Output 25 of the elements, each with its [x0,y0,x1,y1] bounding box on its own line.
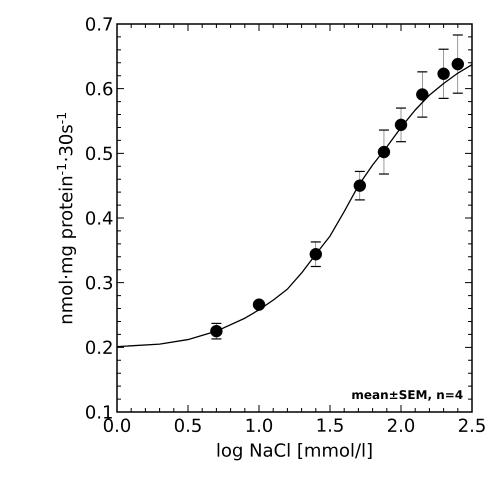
y-tick-label: 0.2 [86,340,112,354]
point [378,146,390,158]
y-tick-label: 0.3 [86,276,112,290]
point [210,324,223,338]
y-tick-label: 0.6 [86,82,112,96]
x-tick-label: 0.5 [174,418,201,432]
point [452,58,464,70]
point [394,118,408,132]
point [252,298,266,311]
x-tick-label: 1.5 [318,418,343,432]
annotation: mean±SEM, n=4 [352,390,463,401]
x-tick-label: 1.0 [246,418,272,432]
x-axis-title: log NaCl [mmol/l] [218,442,372,460]
point [416,88,429,101]
y-tick-label: 0.7 [86,17,112,31]
point [354,179,366,192]
x-tick-label: 2.5 [459,418,485,432]
point [310,248,322,260]
y-tick-label: 0.5 [86,146,112,160]
y-axis-title: nmol·mg protein$^{-1}$·30s$^{-1}$ [56,112,76,324]
y-tick-label: 0.4 [86,211,112,225]
x-tick-label: 2.0 [388,418,414,432]
y-tick-label: 0.1 [86,405,112,419]
x-tick-label: 0.0 [104,418,130,432]
point [437,68,450,80]
